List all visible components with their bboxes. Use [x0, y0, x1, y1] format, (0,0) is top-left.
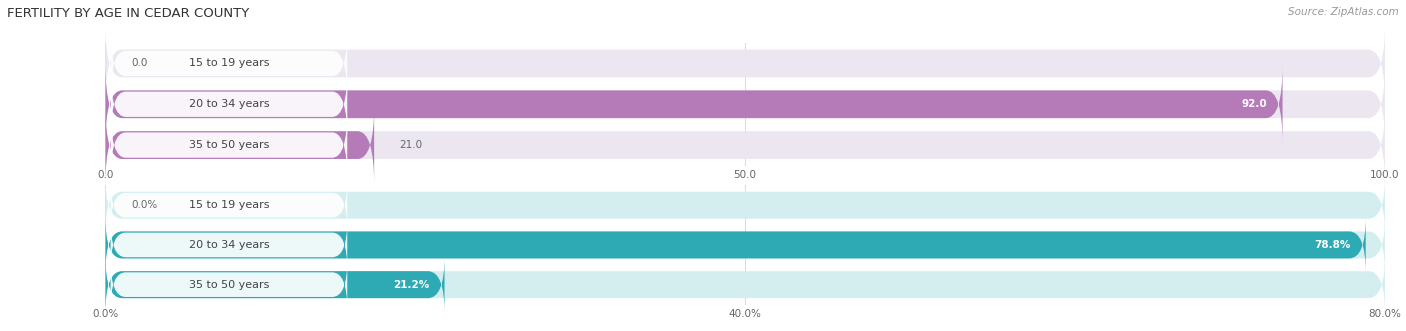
Text: Source: ZipAtlas.com: Source: ZipAtlas.com	[1288, 7, 1399, 17]
FancyBboxPatch shape	[105, 65, 1282, 143]
Text: 0.0%: 0.0%	[131, 200, 157, 210]
FancyBboxPatch shape	[105, 177, 1385, 233]
Text: 78.8%: 78.8%	[1315, 240, 1350, 250]
FancyBboxPatch shape	[111, 28, 347, 99]
FancyBboxPatch shape	[111, 69, 347, 139]
FancyBboxPatch shape	[105, 257, 444, 312]
Text: 21.0: 21.0	[399, 140, 423, 150]
Text: 15 to 19 years: 15 to 19 years	[188, 200, 269, 210]
Text: FERTILITY BY AGE IN CEDAR COUNTY: FERTILITY BY AGE IN CEDAR COUNTY	[7, 7, 249, 20]
FancyBboxPatch shape	[105, 257, 1385, 312]
Text: 15 to 19 years: 15 to 19 years	[188, 59, 269, 69]
FancyBboxPatch shape	[105, 24, 1385, 103]
Text: 92.0: 92.0	[1241, 99, 1267, 109]
FancyBboxPatch shape	[105, 217, 1365, 273]
FancyBboxPatch shape	[105, 65, 1385, 143]
FancyBboxPatch shape	[111, 180, 347, 230]
Text: 35 to 50 years: 35 to 50 years	[188, 280, 269, 290]
Text: 35 to 50 years: 35 to 50 years	[188, 140, 269, 150]
FancyBboxPatch shape	[105, 106, 1385, 184]
FancyBboxPatch shape	[105, 217, 1385, 273]
FancyBboxPatch shape	[111, 110, 347, 180]
Text: 21.2%: 21.2%	[392, 280, 429, 290]
FancyBboxPatch shape	[111, 260, 347, 309]
FancyBboxPatch shape	[105, 106, 374, 184]
Text: 0.0: 0.0	[131, 59, 148, 69]
FancyBboxPatch shape	[111, 220, 347, 270]
Text: 20 to 34 years: 20 to 34 years	[188, 99, 269, 109]
Text: 20 to 34 years: 20 to 34 years	[188, 240, 269, 250]
